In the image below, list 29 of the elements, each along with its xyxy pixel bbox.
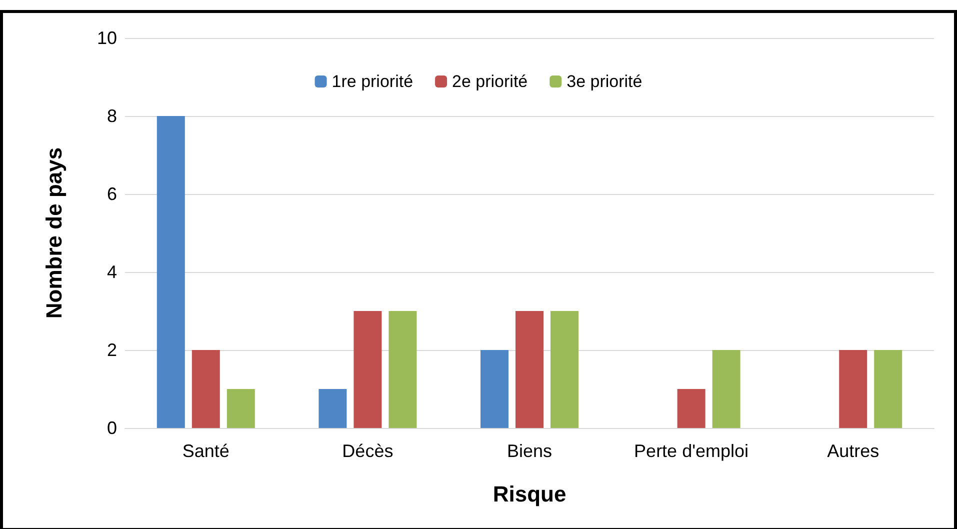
- y-tick-label: 0: [106, 418, 117, 438]
- bar: [318, 389, 347, 428]
- bar: [226, 389, 255, 428]
- x-tick-label: Décès: [342, 441, 394, 461]
- x-tick-label: Biens: [506, 441, 552, 461]
- bar: [388, 311, 417, 428]
- x-axis-title: Risque: [492, 482, 566, 506]
- bar: [516, 311, 544, 428]
- bar: [354, 311, 382, 428]
- legend-label: 1re priorité: [332, 72, 414, 91]
- y-tick-label: 4: [106, 262, 117, 282]
- bar: [712, 350, 740, 428]
- y-tick-label: 8: [106, 106, 117, 126]
- bar: [480, 350, 508, 428]
- bar: [677, 389, 706, 428]
- bar: [156, 116, 185, 428]
- x-tick-label: Perte d'emploi: [634, 441, 749, 461]
- bar: [192, 350, 220, 428]
- bar: [874, 350, 902, 428]
- x-tick-label: Autres: [827, 441, 880, 461]
- y-tick-label: 2: [106, 340, 117, 360]
- legend-label: 2e priorité: [452, 72, 528, 91]
- y-axis-title: Nombre de pays: [42, 147, 66, 319]
- bar: [550, 311, 578, 428]
- y-tick-label: 10: [96, 28, 117, 48]
- x-tick-label: Santé: [182, 441, 230, 461]
- bar: [839, 350, 868, 428]
- y-tick-label: 6: [106, 184, 117, 204]
- legend-label: 3e priorité: [566, 72, 642, 91]
